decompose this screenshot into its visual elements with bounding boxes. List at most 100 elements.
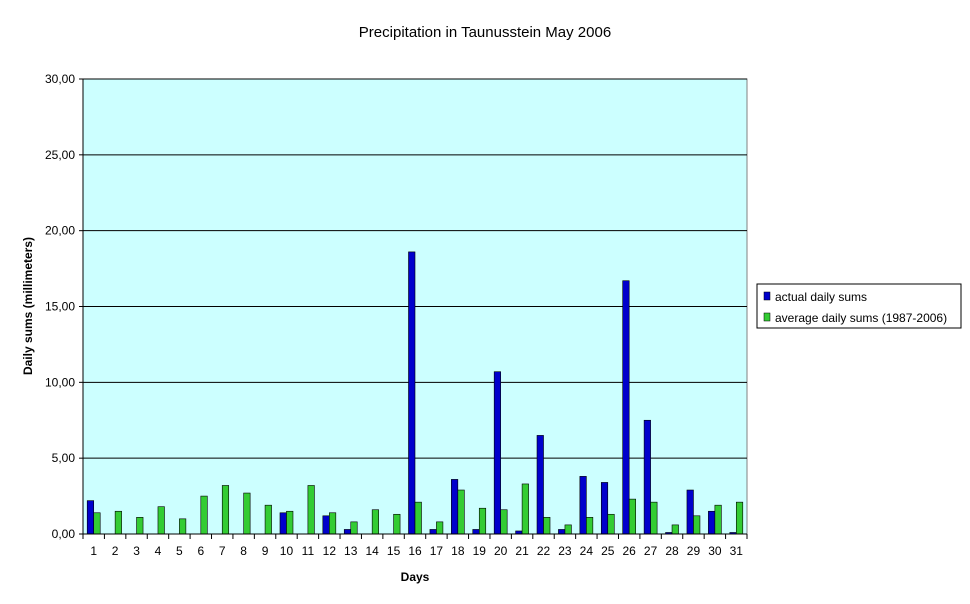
x-tick-label: 24 — [580, 544, 594, 558]
x-tick-label: 19 — [473, 544, 487, 558]
chart-title: Precipitation in Taunusstein May 2006 — [359, 24, 611, 41]
bar-actual — [472, 529, 480, 535]
bar-actual — [579, 476, 587, 535]
x-tick-label: 27 — [644, 544, 658, 558]
x-tick-label: 16 — [408, 544, 422, 558]
x-tick-label: 22 — [537, 544, 551, 558]
x-tick-label: 6 — [197, 544, 204, 558]
x-tick-label: 2 — [112, 544, 119, 558]
x-tick-label: 21 — [515, 544, 529, 558]
y-tick-label: 20,00 — [45, 224, 75, 238]
bar-actual — [558, 529, 566, 535]
x-tick-label: 9 — [262, 544, 269, 558]
x-tick-label: 29 — [687, 544, 701, 558]
bar-average — [93, 512, 101, 535]
x-tick-label: 5 — [176, 544, 183, 558]
bar-average — [329, 512, 337, 535]
bar-average — [200, 495, 208, 535]
bar-actual — [408, 251, 416, 535]
bar-average — [414, 501, 422, 535]
bar-average — [628, 498, 636, 535]
x-tick-labels: 1 2 3 4 5 6 7 8 9 10 11 12 13 14 15 16 17 18 19 20 21 22 23 24 2… — [90, 544, 743, 558]
x-tick-label: 26 — [623, 544, 637, 558]
x-tick-label: 18 — [451, 544, 465, 558]
bar-actual — [451, 479, 459, 535]
x-tick-label: 11 — [302, 544, 315, 558]
bar-average — [243, 492, 251, 535]
bar-average — [521, 483, 529, 535]
bar-average — [693, 515, 701, 535]
x-tick-label: 8 — [240, 544, 247, 558]
bar-average — [157, 506, 165, 535]
bar-average — [564, 524, 572, 535]
x-tick-label: 4 — [155, 544, 162, 558]
bar-average — [500, 509, 508, 535]
x-tick-label: 15 — [387, 544, 401, 558]
x-tick-label: 13 — [344, 544, 358, 558]
bar-average — [586, 517, 594, 535]
y-tick-label: 25,00 — [45, 148, 75, 162]
y-tick-label: 10,00 — [45, 375, 75, 389]
x-tick-label: 17 — [430, 544, 444, 558]
bar-average — [114, 510, 122, 535]
bar-actual — [279, 512, 287, 535]
bar-average — [286, 510, 294, 535]
bar-average — [543, 517, 551, 535]
legend-swatch-actual — [763, 291, 771, 301]
bar-average — [350, 521, 358, 535]
bar-average — [457, 489, 465, 535]
x-tick-label: 25 — [601, 544, 615, 558]
legend-label-actual: actual daily sums — [775, 290, 867, 304]
bar-actual — [322, 515, 330, 535]
x-tick-label: 3 — [133, 544, 140, 558]
legend: actual daily sums average daily sums (19… — [756, 283, 962, 329]
legend-swatch-average — [763, 312, 771, 322]
axes — [82, 79, 748, 539]
x-tick-label: 31 — [730, 544, 744, 558]
legend-label-average: average daily sums (1987-2006) — [775, 311, 947, 325]
bar-average — [221, 485, 230, 535]
bar-average — [264, 504, 272, 535]
bar-average — [179, 518, 187, 535]
y-tick-label: 15,00 — [45, 300, 75, 314]
x-tick-label: 28 — [665, 544, 679, 558]
bar-average — [650, 501, 658, 535]
x-tick-label: 10 — [280, 544, 294, 558]
bar-actual — [708, 510, 716, 535]
bar-actual — [643, 419, 651, 535]
x-axis-title: Days — [401, 570, 430, 584]
bar-average — [136, 517, 144, 535]
x-tick-label: 23 — [558, 544, 572, 558]
bar-average — [478, 507, 487, 535]
bar-actual — [536, 435, 544, 535]
bar-average — [607, 513, 615, 535]
bar-actual — [429, 529, 437, 535]
y-tick-labels: 0,00 5,00 10,00 15,00 20,00 25,00 30,00 — [45, 72, 75, 541]
x-tick-label: 1 — [90, 544, 97, 558]
bar-average — [671, 524, 679, 535]
bars — [86, 251, 744, 535]
legend-box — [756, 283, 962, 329]
x-tick-label: 20 — [494, 544, 508, 558]
bar-average — [393, 513, 401, 535]
bar-actual — [622, 280, 630, 535]
y-axis-title: Daily sums (millimeters) — [21, 237, 35, 375]
bar-actual — [86, 500, 95, 535]
x-tick-label: 7 — [219, 544, 226, 558]
x-tick-label: 30 — [708, 544, 722, 558]
bar-average — [735, 501, 744, 535]
bar-average — [714, 504, 722, 535]
x-tick-label: 12 — [323, 544, 337, 558]
bar-actual — [686, 489, 694, 535]
bar-average — [371, 509, 379, 535]
bar-actual — [343, 529, 352, 535]
bar-average — [436, 521, 444, 535]
bar-actual — [600, 482, 609, 535]
bar-actual — [493, 371, 501, 535]
y-tick-label: 5,00 — [52, 451, 76, 465]
x-tick-label: 14 — [365, 544, 379, 558]
y-tick-label: 30,00 — [45, 72, 75, 86]
y-tick-label: 0,00 — [52, 527, 76, 541]
bar-average — [307, 485, 315, 535]
